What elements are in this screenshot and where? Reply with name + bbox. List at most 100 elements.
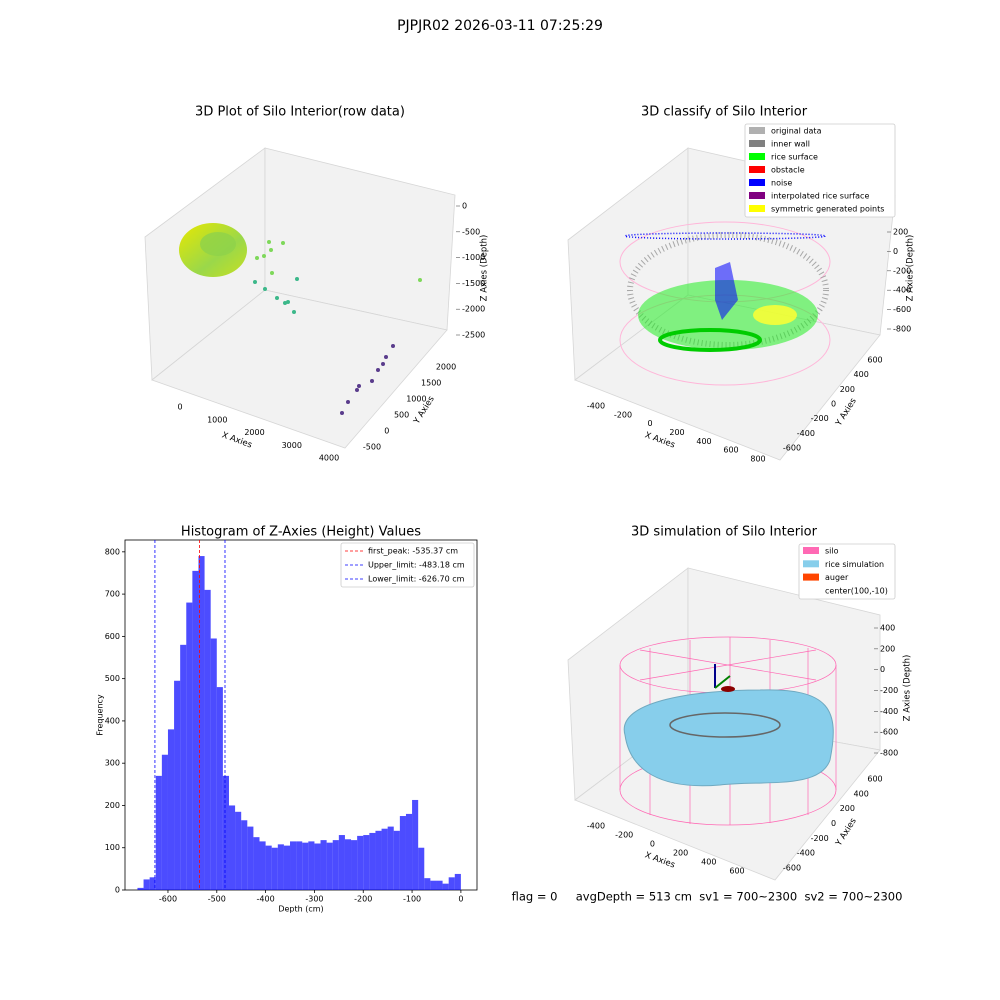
y-tick-label: -400 — [797, 429, 815, 438]
bar — [210, 638, 217, 890]
bar — [265, 845, 272, 890]
x-tick-label: 400 — [696, 437, 711, 446]
legend-label: noise — [771, 179, 792, 188]
y-tick-label: 1000 — [406, 395, 426, 404]
bar — [143, 879, 150, 890]
legend-swatch — [803, 560, 819, 568]
z-tick-label: -200 — [893, 266, 911, 275]
x-tick-label: -400 — [587, 402, 605, 411]
bar — [216, 687, 223, 890]
bar — [375, 830, 382, 890]
bar — [412, 799, 419, 890]
y-tick-label: -600 — [783, 864, 801, 873]
z-tick-label: -1000 — [462, 253, 485, 262]
legend-swatch — [749, 140, 765, 147]
z-tick-label: 200 — [893, 228, 908, 237]
bar — [247, 826, 254, 890]
bar — [137, 887, 144, 890]
bar — [436, 880, 443, 890]
z-tick-label: 200 — [880, 644, 895, 653]
y-tick-label: 400 — [854, 789, 869, 798]
z-tick-label: -2500 — [462, 331, 485, 340]
bar — [308, 841, 315, 890]
bar — [192, 570, 199, 890]
z-tick-label: -2000 — [462, 305, 485, 314]
z-axis-label: Z Axies (Depth) — [480, 235, 490, 302]
bar — [381, 828, 388, 890]
legend-label: rice surface — [771, 153, 818, 162]
y-tick-label: 700 — [105, 590, 120, 599]
y-tick-label: 500 — [105, 674, 120, 683]
x-tick-label: -200 — [614, 410, 632, 419]
z-axis-label: Z Axies (Depth) — [903, 655, 913, 722]
legend-label: inner wall — [771, 140, 810, 149]
bar — [253, 837, 260, 890]
bar — [277, 844, 284, 890]
x-tick-label: -500 — [208, 895, 226, 904]
y-tick-label: 200 — [105, 801, 120, 810]
y-tick-label: 1500 — [421, 379, 441, 388]
footer: flag = 0 avgDepth = 513 cm sv1 = 700~230… — [512, 890, 903, 904]
chart-title: 3D Plot of Silo Interior(row data) — [195, 105, 405, 120]
z-tick-label: 400 — [880, 624, 895, 633]
bar — [174, 680, 181, 890]
bar — [314, 843, 321, 890]
legend-swatch — [749, 205, 765, 212]
y-tick-label: 0 — [115, 886, 120, 895]
z-tick-label: -1500 — [462, 279, 485, 288]
bar — [424, 878, 431, 890]
bar — [369, 832, 376, 890]
y-tick-label: 200 — [840, 804, 855, 813]
bar — [430, 880, 437, 890]
x-tick-label: 800 — [750, 455, 765, 464]
y-tick-label: 800 — [105, 547, 120, 556]
bar — [448, 877, 455, 890]
y-tick-label: -200 — [811, 834, 829, 843]
bar — [332, 840, 339, 890]
z-tick-label: -600 — [893, 305, 911, 314]
z-tick-label: -800 — [893, 325, 911, 334]
y-tick-label: 500 — [394, 411, 409, 420]
legend-swatch — [803, 547, 819, 554]
y-tick-label: 600 — [867, 356, 882, 365]
simulation-4 — [619, 636, 837, 826]
y-tick-label: 100 — [105, 843, 120, 852]
legend-label: obstacle — [771, 166, 805, 175]
bar — [241, 820, 248, 890]
legend-label: interpolated rice surface — [771, 192, 869, 201]
x-tick-label: 0 — [647, 419, 652, 428]
z-tick-label: -600 — [880, 728, 898, 737]
bar — [326, 842, 333, 890]
chart-title: Histogram of Z-Axies (Height) Values — [181, 525, 421, 540]
x-tick-label: 4000 — [319, 454, 339, 463]
bar — [271, 847, 278, 890]
z-tick-label: -500 — [462, 227, 480, 236]
bar — [198, 556, 205, 890]
bar — [204, 589, 211, 890]
x-axis-label: X Axies — [643, 850, 676, 870]
legend-label: symmetric generated points — [771, 205, 884, 214]
y-axis-label: Frequency — [96, 694, 105, 736]
bar — [357, 835, 364, 890]
legend-label: auger — [825, 573, 849, 582]
legend-label: Lower_limit: -626.70 cm — [368, 575, 465, 584]
legend-swatch — [749, 179, 765, 186]
z-tick-label: 0 — [462, 202, 467, 211]
bar — [161, 754, 168, 890]
legend-swatch — [749, 166, 765, 173]
x-tick-label: 0 — [650, 840, 655, 849]
bar — [320, 840, 327, 890]
bar — [338, 835, 345, 890]
z-tick-label: 0 — [880, 665, 885, 674]
z-tick-label: -400 — [893, 286, 911, 295]
y-tick-label: -400 — [797, 849, 815, 858]
panes-1 — [144, 147, 456, 449]
x-tick-label: 0 — [177, 403, 182, 412]
chart-title: 3D simulation of Silo Interior — [631, 525, 818, 540]
bar — [387, 826, 394, 890]
y-tick-label: 400 — [105, 716, 120, 725]
point-cloud-1 — [179, 223, 422, 415]
bar — [399, 816, 406, 890]
y-axis-label: Y Axies — [834, 816, 860, 849]
suptitle: PJPJR02 2026-03-11 07:25:29 — [397, 18, 603, 34]
